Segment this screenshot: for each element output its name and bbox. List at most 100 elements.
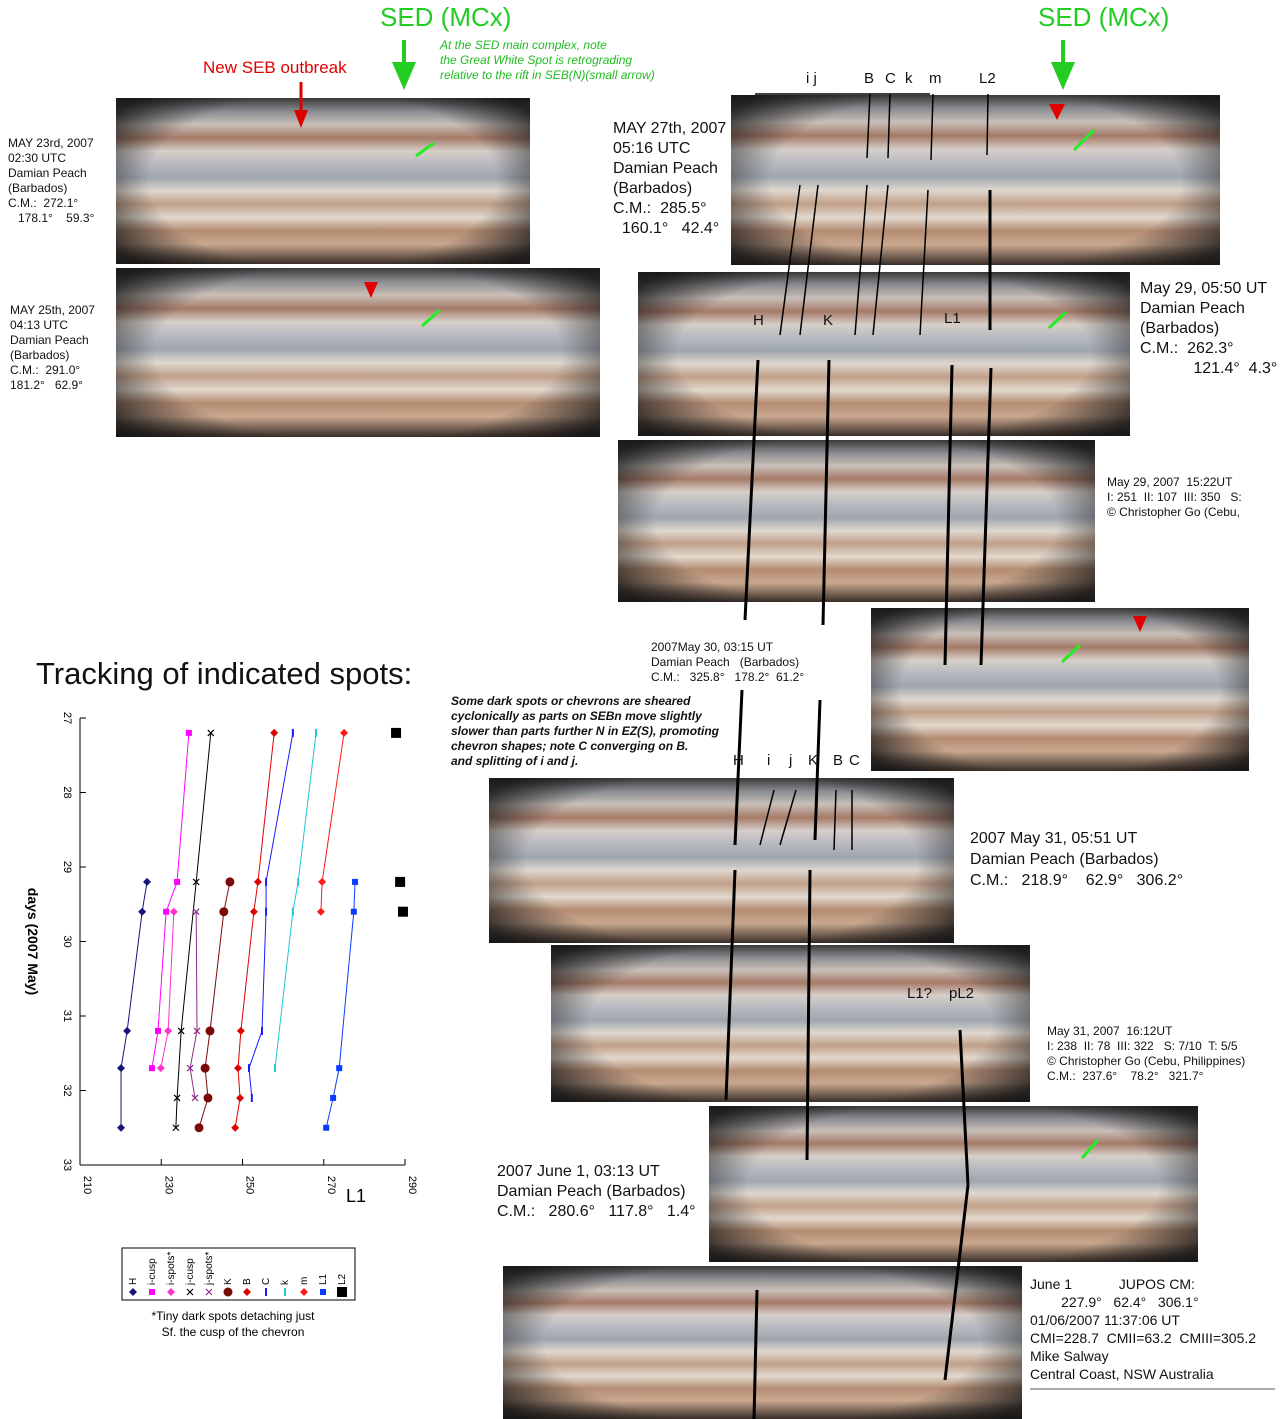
spot-label: i j	[806, 70, 817, 87]
series-line	[321, 733, 344, 912]
x-tick-label: 270	[325, 1176, 337, 1194]
caption-line: 01/06/2007 11:37:06 UT	[1030, 1311, 1256, 1329]
marker	[143, 878, 151, 886]
caption-line: C.M.: 272.1°	[8, 196, 94, 211]
x-tick-label: 230	[162, 1176, 174, 1194]
caption: MAY 27th, 200705:16 UTCDamian Peach(Barb…	[613, 119, 726, 239]
legend-label: j-cusp	[185, 1258, 196, 1286]
spot-label: m	[929, 70, 942, 87]
caption-line: Damian Peach	[8, 166, 94, 181]
caption: MAY 23rd, 200702:30 UTCDamian Peach(Barb…	[8, 136, 94, 226]
y-tick-label: 27	[61, 712, 73, 724]
caption-line: relative to the rift in SEB(N)(small arr…	[440, 68, 655, 83]
marker	[265, 878, 267, 886]
spot-label: L1?	[907, 985, 932, 1002]
caption-line: MAY 23rd, 2007	[8, 136, 94, 151]
caption-line: May 31, 2007 16:12UT	[1047, 1024, 1245, 1039]
spot-label: C	[885, 70, 896, 87]
caption-line: (Barbados)	[8, 181, 94, 196]
caption-line: (Barbados)	[613, 179, 726, 199]
spot-label: pL2	[949, 985, 974, 1002]
caption-line: Some dark spots or chevrons are sheared	[451, 694, 719, 709]
legend-label: j-spots*	[204, 1252, 215, 1286]
marker	[292, 729, 294, 737]
caption-line: C.M.: 262.3°	[1140, 339, 1277, 359]
y-tick-label: 32	[61, 1084, 73, 1096]
caption-line: (Barbados)	[1140, 319, 1277, 339]
caption-line: At the SED main complex, note	[440, 38, 655, 53]
caption-line: 160.1° 42.4°	[613, 219, 726, 239]
marker	[274, 1064, 276, 1072]
marker	[317, 908, 325, 916]
caption-line: Damian Peach (Barbados)	[497, 1182, 696, 1202]
caption: 2007May 30, 03:15 UTDamian Peach (Barbad…	[651, 640, 804, 685]
spot-label: K	[808, 752, 818, 769]
marker	[398, 907, 408, 917]
marker	[201, 1064, 210, 1073]
spot-label: B	[864, 70, 874, 87]
series-line	[121, 882, 147, 1128]
marker	[292, 908, 294, 916]
series-line	[249, 733, 293, 1098]
marker	[225, 877, 234, 886]
marker	[149, 1065, 155, 1071]
caption: June 1 JUPOS CM: 227.9° 62.4° 306.1°01/0…	[1030, 1275, 1256, 1383]
series-line	[152, 733, 189, 1068]
spot-label: H	[733, 752, 744, 769]
series-line	[199, 882, 230, 1128]
marker	[170, 908, 178, 916]
legend-label: L1	[318, 1273, 329, 1285]
caption-line: C.M.: 218.9° 62.9° 306.2°	[970, 870, 1183, 891]
marker	[340, 729, 348, 737]
marker	[323, 1125, 329, 1131]
spot-label: L1	[944, 310, 961, 327]
series-line	[326, 882, 355, 1128]
marker	[123, 1027, 131, 1035]
marker	[336, 1065, 342, 1071]
caption-line: C.M.: 285.5°	[613, 199, 726, 219]
marker	[186, 730, 192, 736]
caption-line: C.M.: 280.6° 117.8° 1.4°	[497, 1202, 696, 1222]
legend-label: C	[261, 1278, 272, 1285]
marker	[330, 1095, 336, 1101]
marker	[265, 908, 267, 916]
x-tick-label: 210	[81, 1176, 93, 1194]
spot-label: i	[767, 752, 770, 769]
caption-line: MAY 25th, 2007	[10, 303, 95, 318]
legend-label: m	[299, 1277, 310, 1285]
marker	[174, 879, 180, 885]
spot-label: j	[789, 752, 792, 769]
page: Tracking of indicated spots: 27282930313…	[0, 0, 1282, 1419]
caption: May 31, 2007 16:12UTI: 238 II: 78 III: 3…	[1047, 1024, 1245, 1084]
caption-line: June 1 JUPOS CM:	[1030, 1275, 1256, 1293]
caption-line: MAY 27th, 2007	[613, 119, 726, 139]
marker	[195, 1123, 204, 1132]
legend-label: K	[223, 1278, 234, 1285]
marker	[251, 1094, 253, 1102]
series-line	[161, 912, 174, 1068]
legend: Hi-cuspi-spots*j-cuspj-spots*KBCkmL1L2	[122, 1248, 355, 1300]
marker	[351, 909, 357, 915]
marker	[320, 1289, 326, 1295]
marker	[237, 1027, 245, 1035]
caption: May 29, 2007 15:22UTI: 251 II: 107 III: …	[1107, 475, 1242, 520]
chart: Tracking of indicated spots: 27282930313…	[25, 656, 418, 1339]
note: At the SED main complex, notethe Great W…	[440, 38, 655, 83]
marker	[164, 1027, 172, 1035]
chart-title: Tracking of indicated spots:	[36, 656, 412, 691]
spot-label: C	[849, 752, 860, 769]
sed-label: SED (MCx)	[1038, 2, 1169, 33]
marker	[395, 877, 405, 887]
marker	[138, 908, 146, 916]
caption-line: May 29, 2007 15:22UT	[1107, 475, 1242, 490]
caption-line: I: 238 II: 78 III: 322 S: 7/10 T: 5/5	[1047, 1039, 1245, 1054]
caption-line: slower than parts further N in EZ(S), pr…	[451, 724, 719, 739]
marker	[234, 1064, 242, 1072]
caption-line: CMI=228.7 CMII=63.2 CMIII=305.2	[1030, 1329, 1256, 1347]
legend-label: i-spots*	[166, 1252, 177, 1285]
marker	[157, 1064, 165, 1072]
marker	[224, 1288, 233, 1297]
